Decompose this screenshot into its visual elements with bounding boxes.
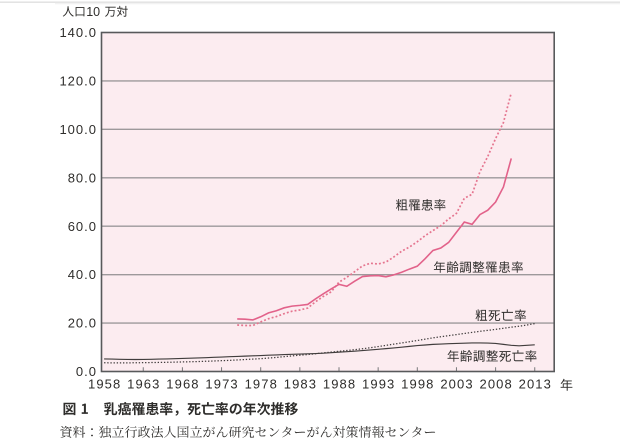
svg-text:140.0: 140.0: [59, 25, 97, 40]
svg-text:1978: 1978: [245, 377, 278, 392]
svg-text:1968: 1968: [166, 377, 199, 392]
svg-text:2003: 2003: [440, 377, 473, 392]
svg-text:40.0: 40.0: [68, 267, 97, 282]
svg-text:1963: 1963: [127, 377, 160, 392]
svg-text:2013: 2013: [519, 377, 552, 392]
svg-text:1973: 1973: [205, 377, 238, 392]
svg-text:1988: 1988: [323, 377, 356, 392]
svg-text:20.0: 20.0: [68, 316, 97, 331]
svg-text:100.0: 100.0: [59, 122, 97, 137]
svg-text:0.0: 0.0: [76, 364, 97, 379]
svg-text:60.0: 60.0: [68, 219, 97, 234]
svg-text:1993: 1993: [362, 377, 395, 392]
svg-text:1983: 1983: [284, 377, 317, 392]
svg-text:10: 10: [86, 5, 100, 19]
svg-text:80.0: 80.0: [68, 170, 97, 185]
svg-text:1998: 1998: [401, 377, 434, 392]
svg-text:2008: 2008: [479, 377, 512, 392]
svg-text:120.0: 120.0: [59, 74, 97, 89]
svg-text:1958: 1958: [88, 377, 121, 392]
